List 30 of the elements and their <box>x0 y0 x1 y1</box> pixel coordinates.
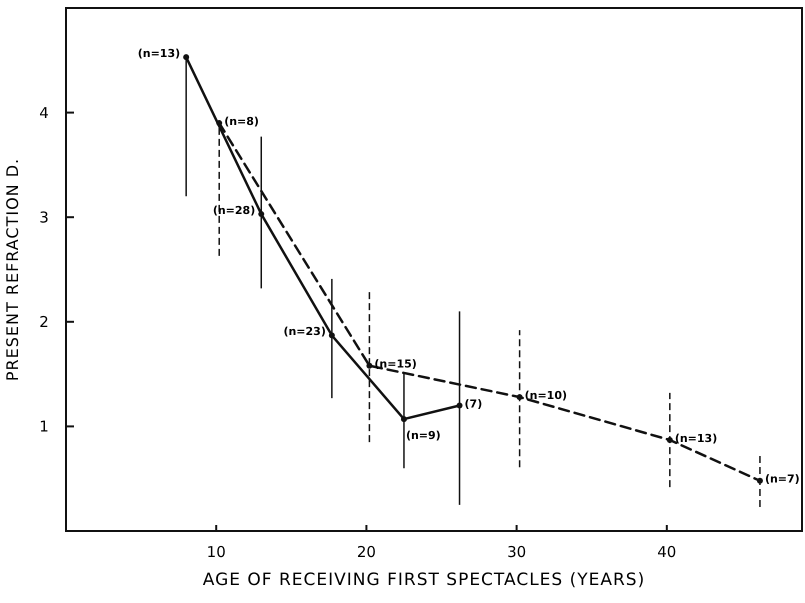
y-axis-title: PRESENT REFRACTION D. <box>3 158 22 382</box>
annotation: (n=8) <box>224 114 259 128</box>
point <box>516 394 523 400</box>
x-tick-label: 30 <box>507 543 526 561</box>
annotation: (n=7) <box>764 472 800 486</box>
annotation: (n=28) <box>212 204 256 217</box>
annotation: (n=10) <box>524 388 568 402</box>
annotation: (7) <box>464 397 482 410</box>
point <box>183 54 190 60</box>
point <box>456 402 463 408</box>
y-tick-label: 4 <box>39 104 49 122</box>
x-axis-title: AGE OF RECEIVING FIRST SPECTACLES (YEARS) <box>202 570 646 590</box>
y-tick-label: 3 <box>39 208 49 226</box>
point <box>400 416 407 422</box>
point <box>216 120 222 126</box>
annotation: (n=13) <box>138 47 180 60</box>
point <box>756 478 763 484</box>
annotation: (n=9) <box>406 428 441 442</box>
x-tick-label: 10 <box>206 543 226 561</box>
point <box>328 332 335 338</box>
x-tick-label: 20 <box>356 543 376 561</box>
annotation: (n=23) <box>283 325 326 338</box>
y-tick-label: 1 <box>39 418 49 436</box>
annotation: (n=15) <box>374 358 417 371</box>
x-tick-label: 40 <box>657 543 676 561</box>
point <box>366 362 372 369</box>
y-tick-label: 2 <box>39 313 49 332</box>
point <box>258 211 264 218</box>
annotation: (n=13) <box>674 432 718 445</box>
point <box>666 437 673 443</box>
